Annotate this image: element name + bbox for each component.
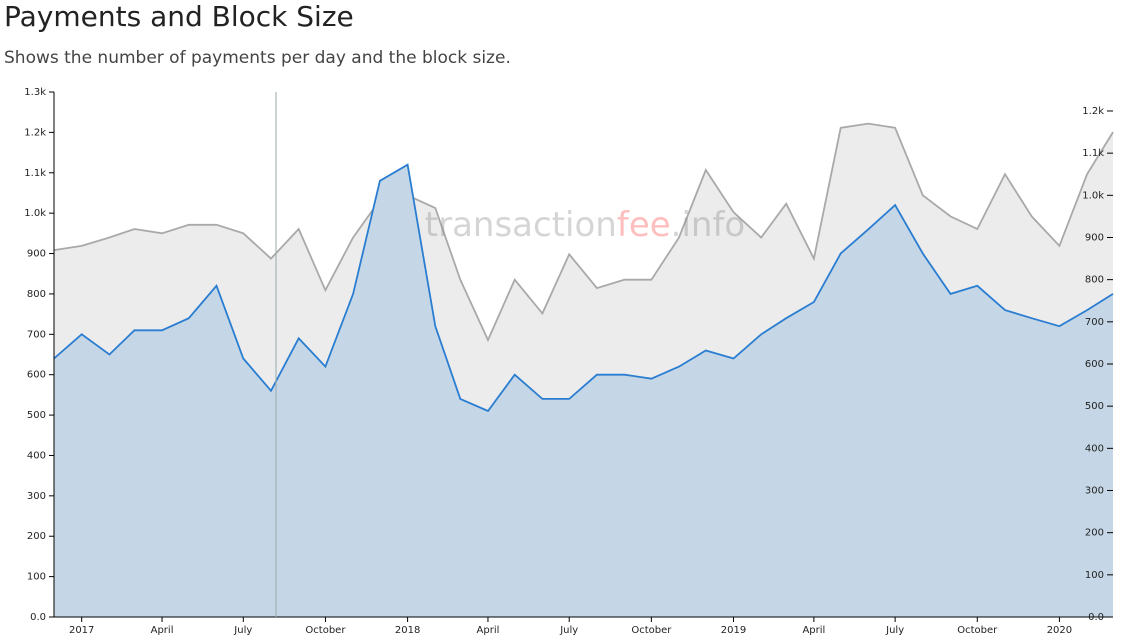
x-tick-label: 2020 [1047,625,1072,636]
y2-tick-label: 0.0 [1088,612,1104,623]
y2-tick-label: 200 [1085,528,1104,539]
y2-tick-label: 500 [1085,401,1104,412]
y-tick-label: 900 [27,249,46,260]
y2-tick-label: 700 [1085,317,1104,328]
y2-tick-label: 600 [1085,359,1104,370]
y-tick-label: 1.0k [24,208,46,219]
y2-tick-label: 1.2k [1082,106,1104,117]
x-tick-label: October [631,625,672,636]
y2-tick-label: 100 [1085,570,1104,581]
y-tick-label: 800 [27,289,46,300]
x-tick-label: October [957,625,998,636]
y-tick-label: 700 [27,329,46,340]
line [53,122,1114,343]
watermark-part: fee [617,205,671,245]
y-tick-label: 0.0 [30,612,46,623]
line [53,163,1114,413]
x-tick-label: 2018 [395,625,420,636]
plot: 0.0 100 200 300 400 500 600 700 800 900 1.0k 1.1k 1.… [24,87,1114,636]
y-tick-label: 500 [27,410,46,421]
x-tick-label: 2019 [721,625,746,636]
x-tick-label: October [305,625,346,636]
x-tick-label: July [885,625,904,636]
watermark: transactionfee.info [425,205,745,245]
y-tick-label: 1.2k [24,127,46,138]
chart-title: Payments and Block Size [4,0,354,33]
y-tick-label: 100 [27,572,46,583]
y2-tick-label: 1.1k [1082,148,1104,159]
y2-tick-label: 1.0k [1082,190,1104,201]
chart-subtitle: Shows the number of payments per day and… [4,48,511,68]
x-tick-label: April [151,625,174,636]
area [54,164,1113,617]
x-tick-label: July [559,625,578,636]
y-tick-label: 400 [27,450,46,461]
y-tick-label: 600 [27,370,46,381]
watermark-part: .info [671,205,746,245]
x-tick-label: April [802,625,825,636]
y2-tick-label: 300 [1085,485,1104,496]
y2-tick-label: 400 [1085,443,1104,454]
y-tick-label: 200 [27,531,46,542]
x-tick-label: 2017 [69,625,94,636]
watermark-part: transaction [425,205,617,245]
y-tick-label: 300 [27,491,46,502]
y-tick-label: 1.3k [24,87,46,98]
x-tick-label: April [477,625,500,636]
y2-tick-label: 800 [1085,275,1104,286]
y2-tick-label: 900 [1085,232,1104,243]
x-tick-label: July [233,625,252,636]
y-tick-label: 1.1k [24,168,46,179]
